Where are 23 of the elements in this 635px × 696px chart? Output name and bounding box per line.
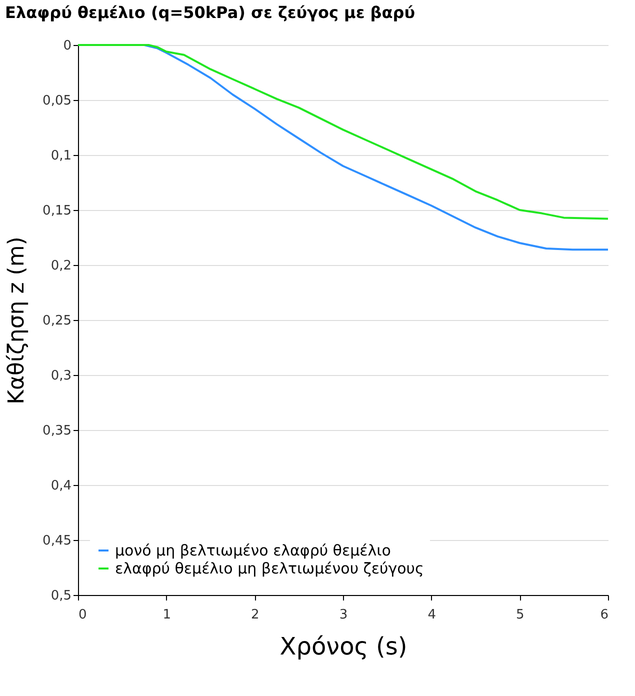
legend-label: μονό μη βελτιωμένο ελαφρύ θεμέλιο <box>115 542 391 560</box>
y-axis-title: Καθίζηση z (m) <box>4 236 30 404</box>
y-tick-label: 0,25 <box>42 314 72 328</box>
legend-label: ελαφρύ θεμέλιο μη βελτιωμένου ζεύγους <box>115 560 424 578</box>
x-tick-label: 4 <box>428 608 436 622</box>
x-tick-label: 0 <box>78 608 87 622</box>
y-tick-label: 0,05 <box>42 94 72 108</box>
y-tick-label: 0 <box>63 38 72 54</box>
y-tick-label: 0,1 <box>50 148 72 164</box>
y-tick-label: 0,15 <box>42 204 72 218</box>
y-tick-label: 0,4 <box>50 478 72 494</box>
x-tick-label: 2 <box>251 608 260 622</box>
x-tick-label: 3 <box>339 608 348 622</box>
x-tick-label: 5 <box>516 608 524 622</box>
y-tick-label: 0,35 <box>42 424 72 438</box>
y-tick-label: 0,3 <box>50 368 72 384</box>
y-tick-label: 0,45 <box>42 534 72 548</box>
x-axis-title: Χρόνος (s) <box>280 632 408 660</box>
chart-title: Ελαφρύ θεμέλιο (q=50kPa) σε ζεύγος με βαρύ <box>5 3 416 22</box>
x-tick-label: 6 <box>600 608 608 622</box>
x-tick-label: 1 <box>162 608 171 622</box>
y-tick-label: 0,5 <box>50 588 72 604</box>
y-tick-label: 0,2 <box>50 258 72 274</box>
